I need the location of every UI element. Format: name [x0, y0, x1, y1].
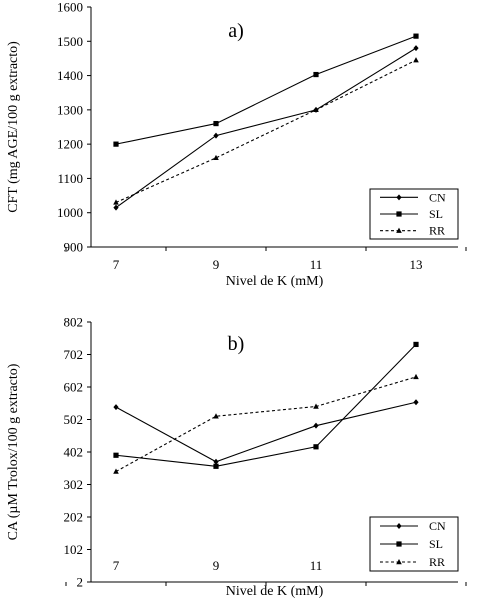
series-sl-line: [115, 344, 417, 467]
series-rr-point: [113, 468, 119, 474]
legend-label-cn: CN: [429, 190, 446, 204]
series-cn-point: [413, 45, 419, 52]
series-rr-point: [313, 403, 319, 409]
y-tick-label: 1600: [57, 0, 83, 15]
series-rr-point: [413, 373, 419, 380]
series-sl-point: [213, 120, 219, 127]
legend-marker-sl: [396, 211, 402, 217]
legend-label-sl: SL: [429, 537, 443, 551]
series-rr-point: [213, 154, 219, 161]
series-cn-point: [413, 399, 419, 406]
x-tick-label: 13: [410, 257, 423, 272]
legend-label-rr: RR: [429, 224, 445, 238]
x-tick-label: 11: [310, 257, 323, 272]
y-tick-label: 502: [64, 412, 84, 427]
legend-marker-rr: [396, 227, 402, 233]
series-rr-point: [213, 413, 219, 419]
chart-panel-2: 2102202302402502602702802791113Nivel de …: [6, 315, 467, 599]
series-sl-point: [113, 452, 119, 458]
y-tick-label: 702: [64, 347, 84, 362]
series-sl-point: [113, 141, 119, 147]
legend: CN SL RR: [369, 516, 459, 572]
series-sl-point: [313, 71, 319, 78]
series-cn: [113, 399, 419, 465]
series-rr: [113, 373, 419, 474]
y-tick-label: 1400: [57, 68, 83, 83]
x-tick-label: 9: [213, 558, 220, 573]
legend-label-sl: SL: [429, 207, 443, 221]
series-cn-point: [313, 422, 319, 429]
y-tick-label: 1100: [57, 171, 83, 186]
series-cn: [113, 45, 419, 211]
y-tick-label: 2: [77, 575, 84, 590]
legend-marker-rr: [396, 559, 402, 565]
series-cn-line: [115, 47, 417, 209]
legend-marker-cn: [396, 194, 402, 201]
series-cn-point: [213, 458, 219, 465]
y-tick-label: 1200: [57, 137, 83, 152]
series-sl-point: [213, 463, 219, 469]
panel-label: a): [228, 20, 244, 42]
y-tick-label: 1300: [57, 102, 83, 117]
series-rr-point: [113, 199, 119, 205]
x-tick-label: 7: [113, 257, 120, 272]
panel-label: b): [228, 333, 245, 355]
series-rr: [113, 57, 419, 205]
x-axis-label: Nivel de K (mM): [226, 584, 324, 599]
series-rr-point: [313, 106, 319, 113]
series-cn-point: [213, 132, 219, 139]
y-axis-label: CA (µM Trolox/100 g extracto): [6, 363, 21, 540]
x-tick-label: 11: [310, 558, 323, 573]
series-sl: [113, 341, 419, 469]
chart-panel-1: 900 1000 1100 1200 1300 1400 1500 1600 7 9 11 13 Niv…: [6, 0, 467, 289]
x-tick-label: 7: [113, 558, 120, 573]
y-tick-label: 302: [64, 477, 84, 492]
legend: CN SL RR: [369, 188, 459, 240]
y-tick-label: 402: [64, 445, 84, 460]
series-rr-point: [413, 57, 419, 63]
series-cn-line: [115, 401, 417, 463]
y-tick-label: 1000: [57, 205, 83, 220]
y-tick-label: 802: [64, 315, 84, 330]
x-axis-label: Nivel de K (mM): [226, 274, 324, 289]
legend-marker-cn: [396, 523, 402, 529]
series-rr-line: [115, 59, 417, 203]
x-tick-label: 9: [213, 257, 220, 272]
series-cn-point: [113, 204, 119, 211]
y-tick-label: 202: [64, 510, 84, 525]
series-sl-point: [413, 33, 419, 39]
legend-marker-sl: [396, 541, 402, 547]
series-rr-line: [115, 376, 417, 472]
y-tick-label: 900: [64, 240, 84, 255]
series-sl-line: [115, 35, 417, 145]
series-cn-point: [113, 404, 119, 411]
legend-label-cn: CN: [429, 519, 446, 533]
y-tick-label: 1500: [57, 34, 83, 49]
series-sl: [113, 33, 419, 147]
series-sl-point: [413, 341, 419, 348]
y-tick-label: 102: [64, 542, 84, 557]
series-sl-point: [313, 444, 319, 450]
legend-label-rr: RR: [429, 555, 445, 569]
y-axis-label: CFT (mg AGE/100 g extracto): [6, 41, 21, 213]
y-tick-label: 602: [64, 380, 84, 395]
